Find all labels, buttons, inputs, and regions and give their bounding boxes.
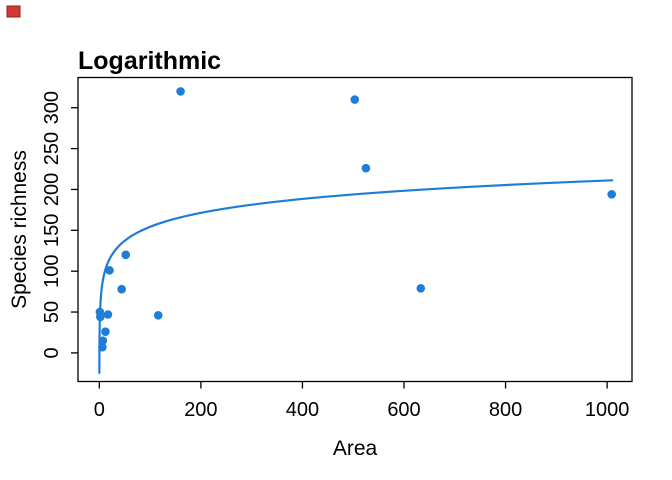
plot-border <box>77 76 633 383</box>
data-point <box>117 284 126 294</box>
x-tick-label: 0 <box>94 399 105 421</box>
data-point <box>121 250 131 260</box>
data-point <box>101 327 110 336</box>
chart-title: Logarithmic <box>78 47 221 75</box>
x-tick-label: 600 <box>387 399 420 421</box>
red-marker-square <box>6 5 21 18</box>
data-point <box>98 336 108 345</box>
data-point <box>103 310 113 319</box>
x-tick-label: 1000 <box>585 399 630 421</box>
data-point <box>176 87 185 96</box>
data-point <box>350 95 360 104</box>
x-tick-label: 200 <box>184 399 217 421</box>
x-tick-label: 400 <box>286 399 319 421</box>
y-tick-label: 200 <box>41 173 63 206</box>
x-tick-label: 800 <box>489 399 522 421</box>
data-point <box>105 266 114 275</box>
data-point <box>96 312 105 322</box>
data-points <box>95 87 616 352</box>
y-axis-label: Species richness <box>8 150 31 309</box>
y-tick-label: 150 <box>41 214 63 247</box>
data-point <box>153 311 163 320</box>
y-tick-label: 0 <box>41 347 63 358</box>
y-tick-label: 50 <box>41 301 63 323</box>
data-point <box>361 163 371 173</box>
axis-ticks: 0 200 400 600 800 1000 0 50 100 150 200 250 300 <box>41 91 629 421</box>
y-tick-label: 100 <box>41 254 63 287</box>
y-tick-label: 250 <box>41 132 63 165</box>
plot-box <box>77 76 633 383</box>
fit-curve <box>98 179 614 374</box>
y-tick-label: 300 <box>41 91 63 124</box>
x-axis-label: Area <box>333 437 378 460</box>
data-point <box>416 284 426 293</box>
data-point <box>98 342 107 352</box>
logarithmic-fit-curve <box>98 179 614 374</box>
data-point <box>607 190 616 199</box>
